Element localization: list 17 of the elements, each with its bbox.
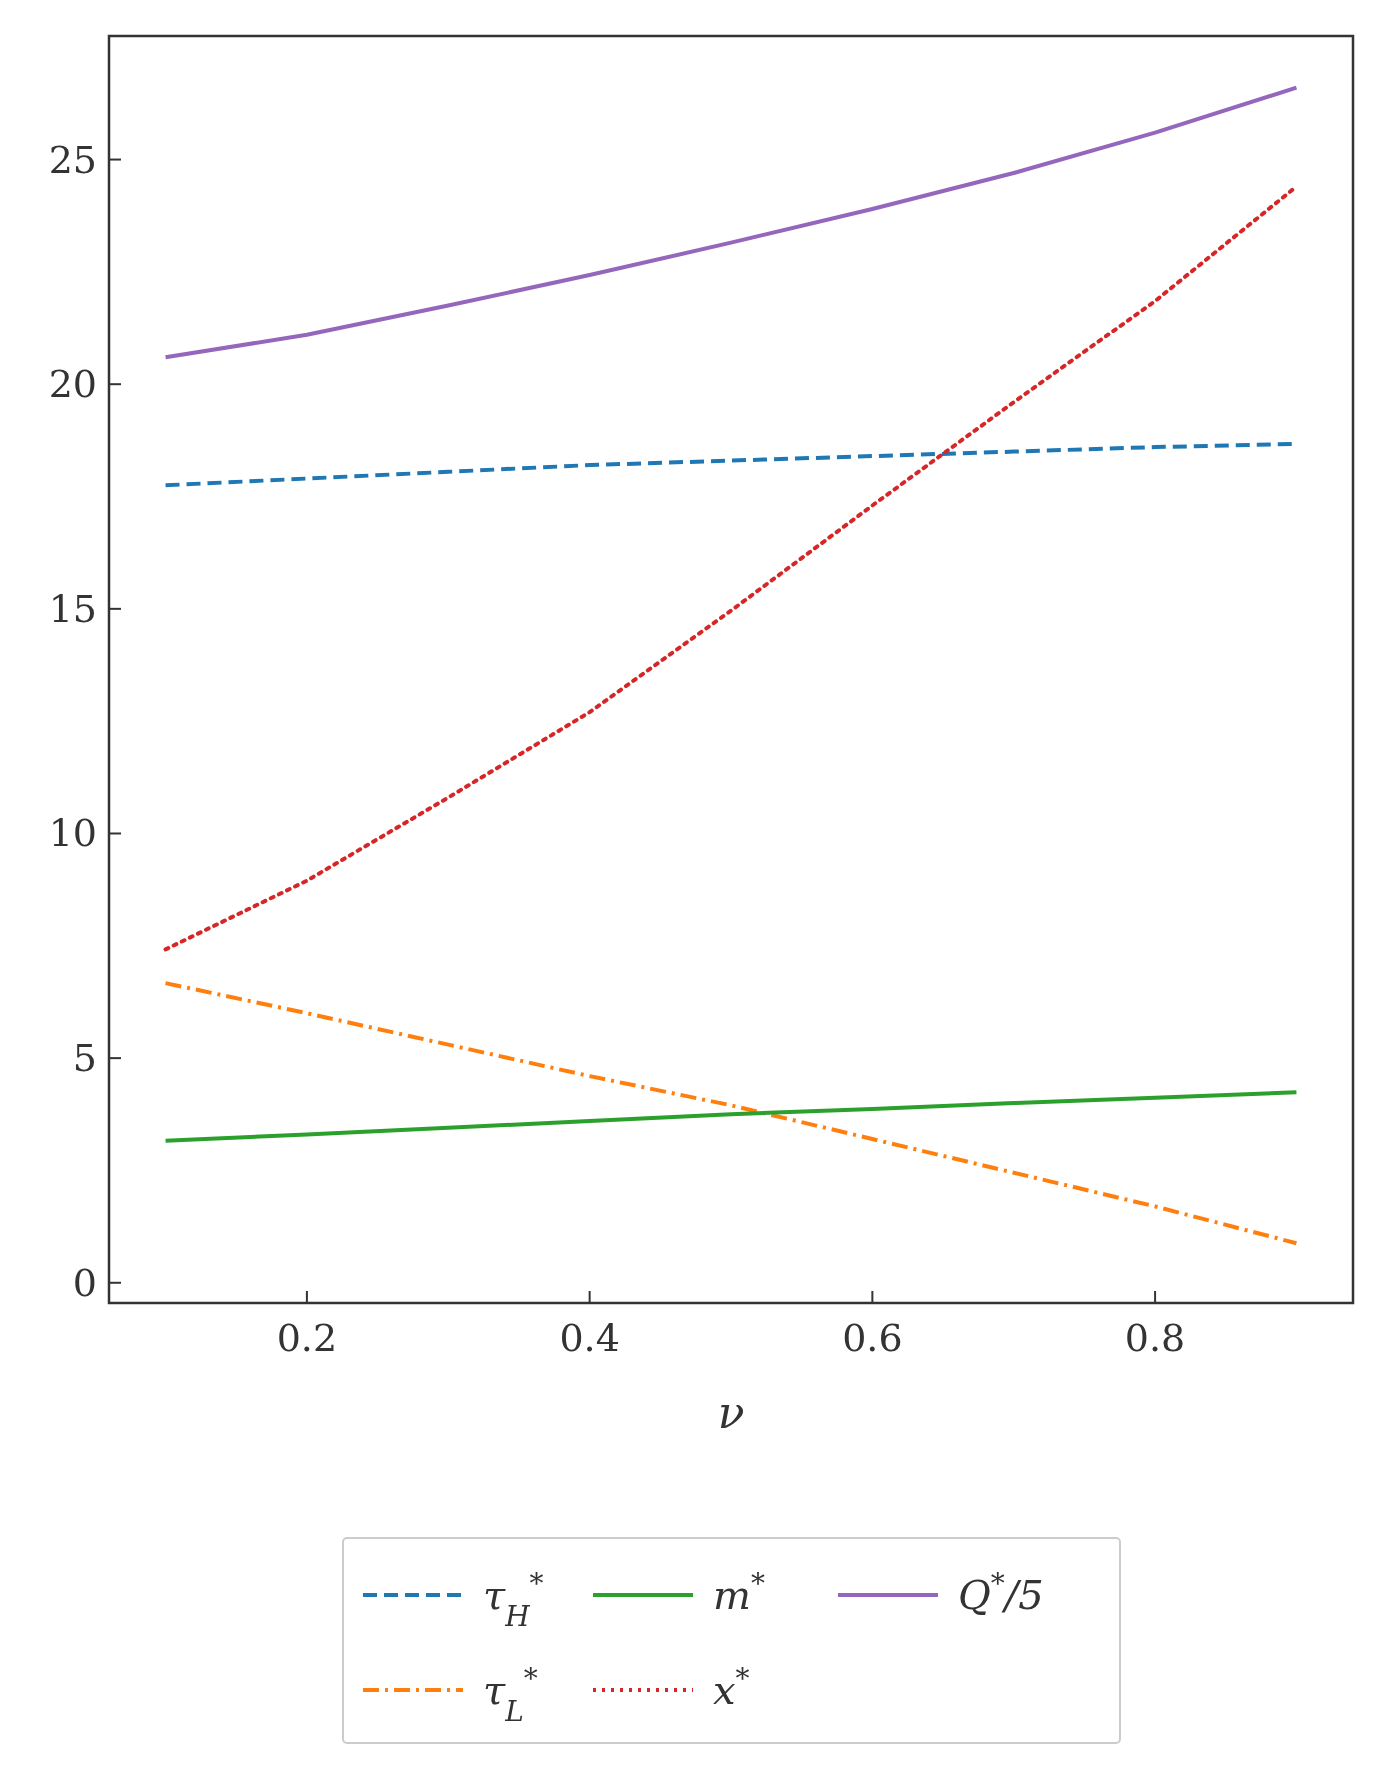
x-tick-label: 0.8 (1124, 1316, 1186, 1360)
x-tick-label: 0.2 (276, 1316, 338, 1360)
line-series (163, 85, 1299, 360)
y-tick-label: 25 (48, 137, 97, 182)
legend-label: x$^{*}$ (713, 1661, 750, 1713)
line-series (163, 981, 1299, 1246)
line-series (163, 1090, 1299, 1143)
y-tick-label: 5 (72, 1036, 97, 1081)
x-axis-title: ν (717, 1387, 745, 1438)
legend-label: m$^{*}$ (713, 1566, 765, 1618)
y-tick-label: 15 (48, 586, 97, 631)
x-tick-label: 0.4 (559, 1316, 620, 1360)
legend-label: Q$^{*}$/5 (958, 1566, 1044, 1618)
y-tick-label: 10 (48, 811, 97, 856)
y-tick-label: 20 (48, 362, 97, 407)
y-tick-label: 0 (72, 1260, 97, 1305)
x-tick-label: 0.6 (842, 1316, 903, 1360)
